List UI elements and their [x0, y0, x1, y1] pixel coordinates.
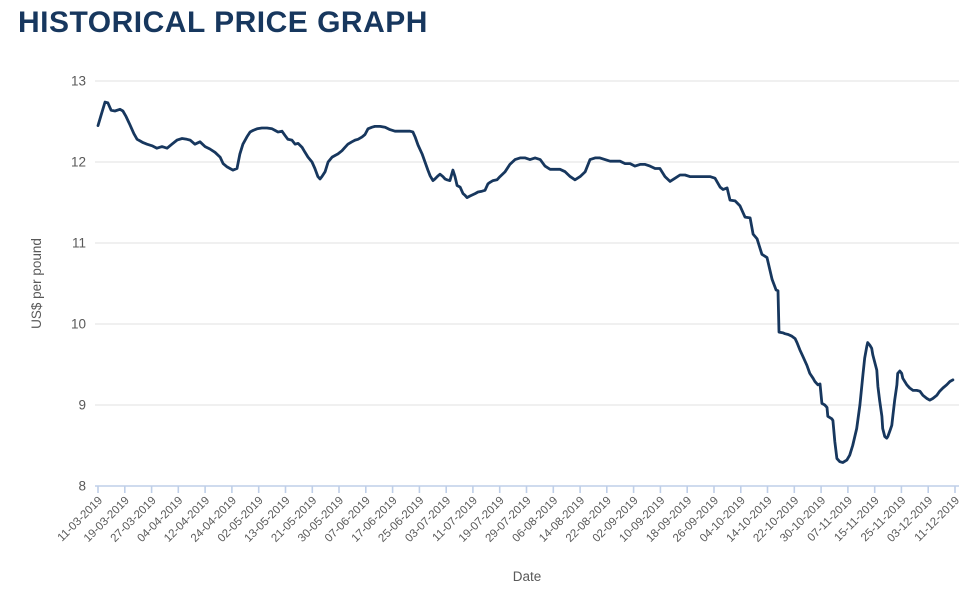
- price-line: [96, 100, 955, 464]
- y-tick-label: 8: [78, 479, 86, 494]
- y-tick-label: 13: [71, 74, 86, 89]
- y-tick-label: 12: [71, 155, 86, 170]
- y-tick-label: 11: [72, 236, 86, 251]
- y-tick-label: 10: [71, 317, 86, 332]
- x-axis-title: Date: [513, 569, 542, 584]
- y-axis-title: US$ per pound: [29, 238, 44, 329]
- y-tick-label: 9: [78, 398, 86, 413]
- page-title: HISTORICAL PRICE GRAPH: [18, 6, 428, 39]
